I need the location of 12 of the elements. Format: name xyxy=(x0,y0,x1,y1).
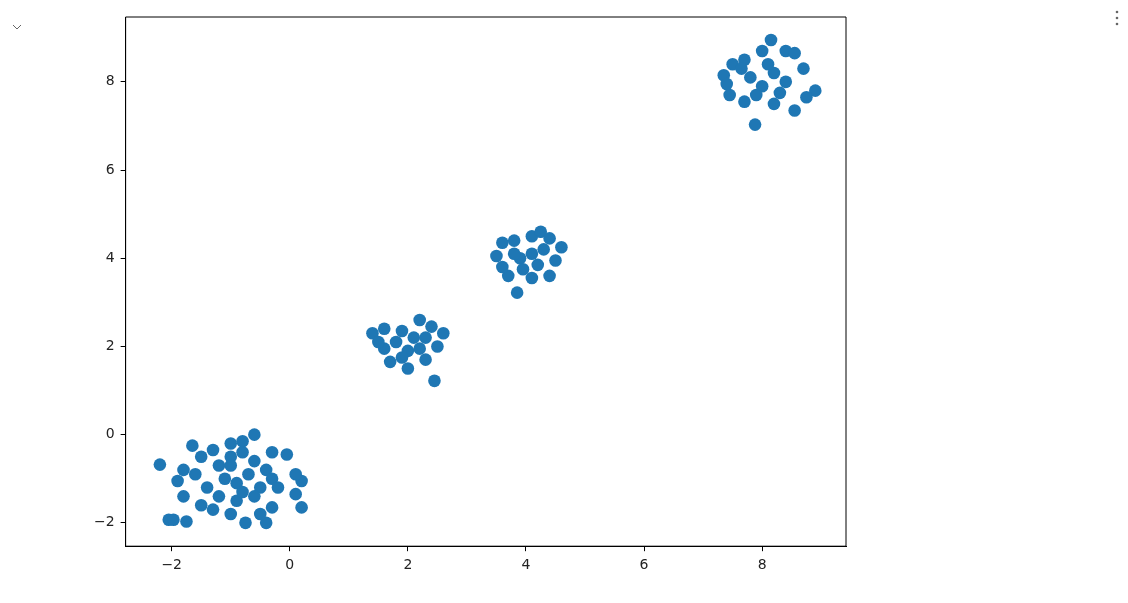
y-tick-label: −2 xyxy=(94,513,115,530)
x-tick-label: 6 xyxy=(639,556,649,573)
y-tick-label: 0 xyxy=(105,425,115,442)
y-tick-label: 6 xyxy=(105,160,115,177)
x-tick-label: 8 xyxy=(757,556,767,573)
x-tick-label: 0 xyxy=(285,556,295,573)
x-tick-label: −2 xyxy=(161,556,183,573)
y-tick-label: 8 xyxy=(105,72,115,89)
y-tick-label: 4 xyxy=(105,248,115,265)
y-tick-label: 2 xyxy=(105,337,115,354)
x-tick-label: 2 xyxy=(403,556,413,573)
x-tick-label: 4 xyxy=(521,556,531,573)
